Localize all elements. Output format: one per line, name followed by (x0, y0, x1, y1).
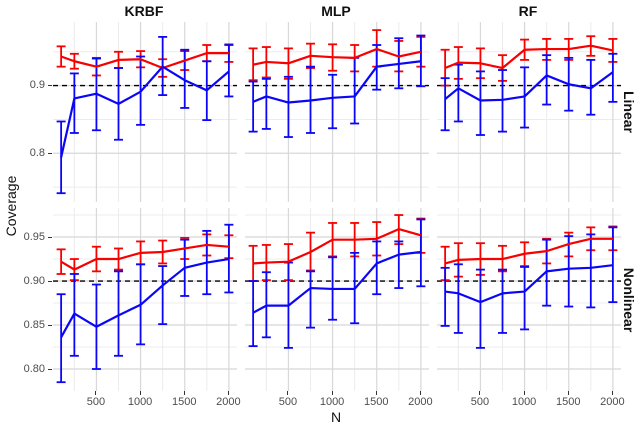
x-tick-mark (139, 391, 141, 395)
red-coverage-line (444, 237, 613, 265)
x-tick-mark (567, 391, 569, 395)
y-tick-mark (48, 324, 52, 326)
x-tick-label: 2000 (600, 396, 625, 408)
x-tick-label: 500 (470, 396, 490, 408)
x-tick-mark (287, 391, 289, 395)
red-coverage-line (252, 47, 421, 66)
panel-mlp-linear (244, 22, 429, 202)
red-coverage-line (60, 52, 229, 70)
red-coverage-line (60, 243, 229, 271)
facet-strip-linear: Linear (621, 90, 637, 134)
red-coverage-line (444, 44, 613, 70)
blue-coverage-line (443, 71, 614, 102)
y-tick-label: 0.90 (23, 274, 45, 287)
facet-title-mlp: MLP (321, 3, 351, 19)
blue-coverage-line (252, 60, 421, 104)
x-tick-mark (523, 391, 525, 395)
y-tick-mark (48, 85, 52, 87)
blue-coverage-line (59, 257, 229, 338)
x-tick-label: 1500 (363, 396, 389, 408)
panel-krbf-linear (52, 22, 237, 202)
x-tick-mark (331, 391, 333, 395)
x-tick-label: 1000 (511, 396, 537, 408)
x-tick-label: 1500 (555, 396, 581, 408)
x-tick-label: 500 (278, 396, 298, 408)
y-axis-label: Coverage (3, 175, 19, 237)
x-tick-label: 1500 (171, 396, 197, 408)
facet-title-rf: RF (518, 3, 538, 19)
y-tick-mark (48, 236, 52, 238)
x-tick-label: 2000 (408, 396, 433, 408)
blue-coverage-line (444, 264, 613, 304)
x-tick-mark (183, 391, 185, 395)
y-tick-mark (48, 368, 52, 370)
panel-krbf-nonlinear (52, 208, 237, 391)
y-tick-label: 0.9 (29, 79, 45, 92)
panel-rf-linear (436, 22, 621, 202)
y-tick-mark (48, 280, 52, 282)
y-tick-label: 0.85 (23, 318, 45, 331)
x-tick-label: 2000 (216, 396, 241, 408)
x-tick-label: 1000 (319, 396, 345, 408)
x-tick-mark (419, 391, 421, 395)
y-tick-label: 0.8 (29, 146, 45, 159)
x-tick-label: 1000 (127, 396, 153, 408)
x-tick-mark (375, 391, 377, 395)
y-tick-mark (48, 152, 52, 154)
blue-coverage-line (59, 65, 230, 158)
panel-rf-nonlinear (436, 208, 621, 391)
x-tick-mark (611, 391, 613, 395)
facet-title-krbf: KRBF (124, 3, 164, 19)
x-tick-mark (95, 391, 97, 395)
x-tick-mark (479, 391, 481, 395)
x-tick-mark (227, 391, 229, 395)
red-coverage-line (252, 228, 421, 265)
x-axis-label: N (330, 409, 342, 425)
blue-coverage-line (252, 250, 421, 314)
x-tick-label: 500 (86, 396, 106, 408)
panel-mlp-nonlinear (244, 208, 429, 391)
facet-strip-nonlinear: Nonlinear (621, 267, 637, 332)
y-tick-label: 0.95 (23, 230, 45, 243)
y-tick-label: 0.80 (23, 362, 45, 375)
